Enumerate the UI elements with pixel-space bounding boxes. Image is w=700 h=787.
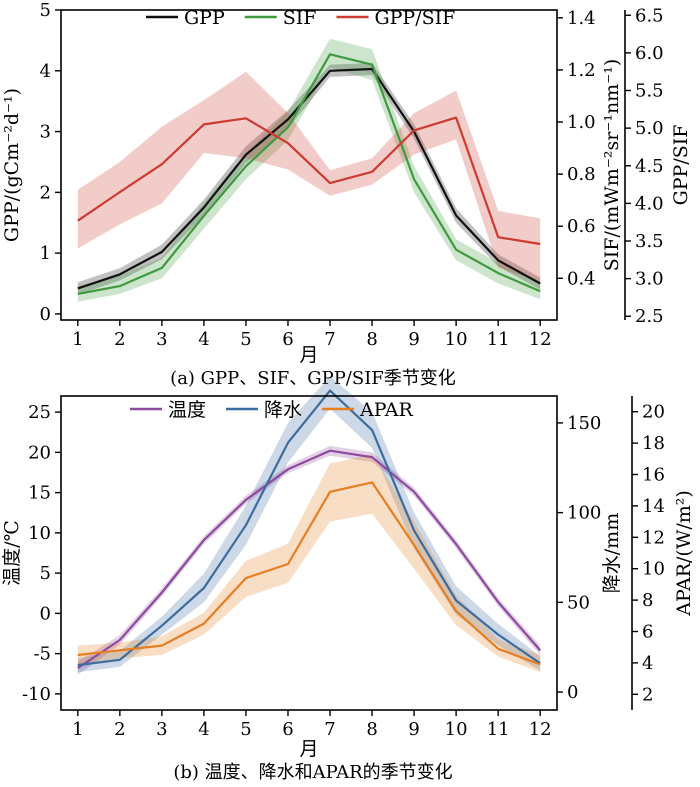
right1-tick-label: 50	[567, 592, 590, 613]
right1-axis-label: SIF/(mWm⁻²sr⁻¹nm⁻¹)	[601, 59, 623, 272]
x-tick-label: 5	[240, 329, 251, 350]
x-tick-label: 10	[445, 329, 468, 350]
series-line-1	[77, 389, 541, 667]
x-tick-label: 10	[445, 719, 468, 740]
right2-tick-label: 6	[642, 622, 653, 643]
plot-frame	[60, 9, 558, 321]
right2-tick-label: 2.5	[635, 306, 664, 327]
left-tick-label: -5	[33, 644, 51, 665]
left-tick-label: 15	[28, 483, 51, 504]
left-tick-label: 25	[28, 402, 51, 423]
x-tick-label: 6	[282, 329, 293, 350]
x-tick-label: 11	[487, 719, 510, 740]
right2-tick-label: 8	[642, 590, 653, 611]
left-tick-label: 5	[40, 0, 51, 21]
left-tick-label: 4	[40, 61, 51, 82]
chart-panel-a: 1 2 3 4 5 6 7 8 9 10 11 12月012345GPP/(gCm⁻²d⁻¹)0.40…	[1, 0, 692, 389]
x-tick-label: 3	[156, 719, 167, 740]
legend-label-2: APAR	[359, 399, 413, 421]
x-tick-label: 4	[198, 329, 209, 350]
right2-tick-label: 3.5	[635, 231, 664, 252]
legend-label-0: 温度	[168, 399, 206, 421]
x-tick-label: 3	[156, 329, 167, 350]
right2-tick-label: 16	[642, 465, 665, 486]
left-axis-label: 温度/℃	[1, 520, 23, 586]
right2-tick-label: 20	[642, 402, 665, 423]
legend-label-1: SIF	[283, 7, 317, 29]
right2-axis-label: GPP/SIF	[670, 125, 692, 206]
x-tick-label: 5	[240, 719, 251, 740]
x-tick-label: 11	[487, 329, 510, 350]
legend-label-0: GPP	[184, 7, 225, 29]
x-tick-label: 1	[72, 719, 83, 740]
series-line-0	[77, 67, 541, 290]
plot-frame	[60, 395, 558, 711]
x-tick-label: 8	[366, 719, 377, 740]
right1-tick-label: 150	[567, 413, 601, 434]
left-tick-label: 2	[40, 182, 51, 203]
figure-caption: (b) 温度、降水和APAR的季节变化	[173, 762, 452, 783]
x-tick-label: 7	[324, 329, 335, 350]
left-tick-label: 3	[40, 122, 51, 143]
left-tick-label: 0	[40, 603, 51, 624]
series-band-0	[77, 445, 541, 675]
right2-tick-label: 14	[642, 496, 665, 517]
right2-tick-label: 12	[642, 527, 665, 548]
x-tick-label: 6	[282, 719, 293, 740]
right1-tick-label: 100	[567, 503, 601, 524]
series-line-2	[77, 481, 541, 666]
series-line-2	[77, 116, 541, 246]
x-axis-label: 月	[299, 738, 318, 760]
left-tick-label: 5	[40, 563, 51, 584]
series-line-0	[77, 449, 542, 670]
x-tick-label: 9	[408, 719, 419, 740]
x-tick-label: 4	[198, 719, 209, 740]
right2-axis-label: APAR/(W/m²)	[673, 490, 695, 617]
legend: 温度 降水 APAR	[130, 399, 414, 421]
right1-tick-label: 1.4	[567, 8, 596, 29]
x-tick-label: 12	[529, 719, 552, 740]
legend: GPP SIF GPP/SIF	[146, 7, 455, 29]
right2-tick-label: 4.0	[635, 193, 664, 214]
right2-tick-label: 6.5	[635, 5, 664, 26]
legend-label-2: GPP/SIF	[374, 7, 455, 29]
x-axis-label: 月	[299, 344, 318, 366]
x-tick-label: 12	[529, 329, 552, 350]
left-tick-label: -10	[22, 684, 51, 705]
right2-tick-label: 2	[642, 684, 653, 705]
figure-caption: (a) GPP、SIF、GPP/SIF季节变化	[170, 368, 456, 389]
x-tick-label: 8	[366, 329, 377, 350]
series-band-1	[77, 38, 541, 302]
x-tick-label: 1	[72, 329, 83, 350]
right2-tick-label: 5.0	[635, 118, 664, 139]
left-tick-label: 1	[40, 243, 51, 264]
left-tick-label: 20	[28, 442, 51, 463]
right2-tick-label: 5.5	[635, 81, 664, 102]
left-axis-label: GPP/(gCm⁻²d⁻¹)	[1, 88, 23, 242]
right1-tick-label: 1.0	[567, 112, 596, 133]
right1-axis-label: 降水/mm	[601, 513, 623, 593]
right2-tick-label: 6.0	[635, 43, 664, 64]
x-tick-label: 9	[408, 329, 419, 350]
chart-panel-b: 1 2 3 4 5 6 7 8 9 10 11 12月-10-50510152025温度/℃05010…	[1, 376, 695, 783]
x-tick-label: 2	[114, 719, 125, 740]
right2-tick-label: 18	[642, 433, 665, 454]
x-tick-label: 2	[114, 329, 125, 350]
right1-tick-label: 0.6	[567, 216, 596, 237]
legend-label-1: 降水	[264, 399, 302, 421]
right2-tick-label: 4.5	[635, 156, 664, 177]
series-band-2	[77, 71, 541, 283]
left-tick-label: 10	[28, 523, 51, 544]
left-tick-label: 0	[40, 304, 51, 325]
right1-tick-label: 0.8	[567, 164, 596, 185]
right2-tick-label: 3.0	[635, 269, 664, 290]
series-line-1	[77, 53, 541, 295]
right1-tick-label: 0.4	[567, 268, 596, 289]
x-tick-label: 7	[324, 719, 335, 740]
right1-tick-label: 0	[567, 682, 578, 703]
right2-tick-label: 10	[642, 559, 665, 580]
right1-tick-label: 1.2	[567, 60, 596, 81]
right2-tick-label: 4	[642, 653, 653, 674]
